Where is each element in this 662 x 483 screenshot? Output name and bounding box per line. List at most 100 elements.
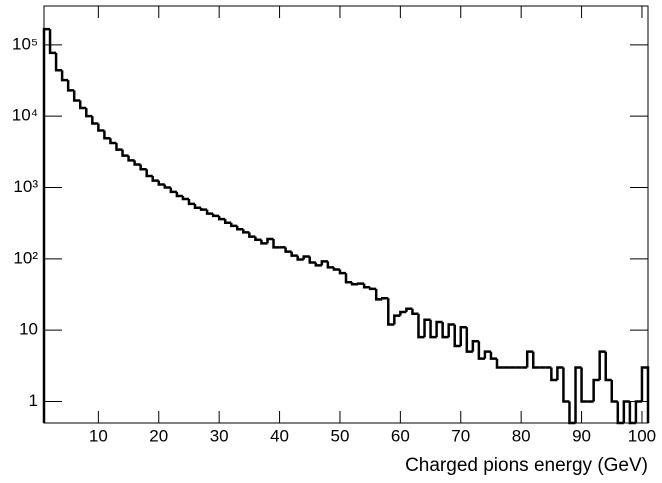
histogram-bin	[447, 323, 455, 338]
histogram-bin	[199, 207, 208, 211]
histogram-bin	[556, 366, 564, 381]
histogram-bin	[616, 401, 624, 425]
histogram-bin	[368, 287, 377, 291]
histogram-bin	[103, 130, 111, 140]
histogram-bin	[187, 198, 195, 206]
histogram-bin	[133, 160, 141, 166]
histogram-bin	[320, 260, 328, 266]
histogram-bin	[139, 164, 147, 171]
histogram-bin	[387, 298, 395, 326]
histogram-bin	[48, 29, 57, 55]
histogram-bin	[483, 350, 491, 359]
histogram-bin	[471, 339, 479, 352]
histogram-bin	[109, 138, 117, 145]
histogram-bin	[66, 80, 75, 92]
plot-frame	[43, 5, 649, 424]
histogram-bin	[308, 256, 316, 264]
histogram-bin	[272, 238, 280, 249]
histogram-bin	[423, 318, 431, 338]
histogram-bin	[314, 262, 322, 267]
histogram-bin	[78, 100, 87, 110]
histogram-bin	[163, 184, 171, 189]
histogram-bin	[435, 320, 443, 338]
histogram-bin	[489, 351, 497, 360]
y-tick-label: 10	[19, 320, 38, 339]
histogram-bin	[223, 219, 232, 225]
histogram-bin	[127, 155, 135, 162]
histogram-bin	[362, 283, 371, 289]
histogram-bin	[604, 351, 612, 382]
histogram-bin	[54, 52, 63, 72]
x-tick-label: 80	[512, 426, 531, 445]
histogram-bin	[374, 288, 383, 301]
histogram-bin	[211, 213, 220, 218]
x-tick-label: 30	[210, 426, 229, 445]
histogram-bin	[332, 267, 340, 271]
histogram-bin	[610, 380, 618, 403]
histogram-bin	[429, 319, 437, 339]
y-tick-label: 1	[29, 391, 38, 410]
histogram-bin	[284, 247, 292, 253]
histogram-bin	[157, 180, 165, 186]
x-tick-label: 10	[89, 426, 108, 445]
histogram-bin	[580, 367, 588, 403]
x-tick-label: 40	[270, 426, 289, 445]
histogram-bin	[169, 187, 177, 194]
histogram-bin	[568, 401, 576, 425]
histogram-bin	[531, 351, 540, 369]
histogram-bin	[42, 27, 51, 423]
histogram-bin	[229, 222, 238, 228]
histogram-bin	[193, 203, 202, 210]
histogram-bin	[393, 314, 401, 325]
histogram-bin	[562, 367, 570, 403]
x-tick-label: 20	[149, 426, 168, 445]
histogram-bin	[121, 149, 129, 157]
histogram-bin	[634, 400, 642, 423]
histogram-bin	[181, 196, 189, 201]
histogram-bin	[296, 255, 304, 261]
histogram-bin	[411, 308, 419, 315]
histogram-bin	[85, 108, 93, 118]
x-tick-label: 50	[330, 426, 349, 445]
histogram-bin	[405, 307, 413, 312]
histogram-bin	[417, 313, 425, 339]
x-axis-label: Charged pions energy (GeV)	[405, 455, 648, 476]
histogram-bin	[205, 209, 214, 215]
histogram-bin	[248, 232, 256, 238]
histogram-bin	[260, 239, 268, 245]
x-tick-label: 60	[391, 426, 410, 445]
histogram-bin	[628, 401, 636, 425]
histogram-bin	[495, 358, 504, 369]
histogram-bin	[640, 366, 650, 423]
histogram-bin	[60, 70, 69, 82]
y-tick-label: 10³	[13, 177, 38, 196]
histogram-bin	[380, 297, 389, 300]
histogram-bin	[242, 229, 250, 234]
histogram-bin	[254, 236, 262, 242]
x-tick-label: 100	[628, 426, 656, 445]
histogram-bin	[574, 366, 582, 423]
histogram-bin	[525, 350, 534, 368]
histogram-bin	[622, 400, 630, 423]
histogram-bin	[465, 327, 473, 353]
x-tick-label: 70	[451, 426, 470, 445]
y-tick-label: 10²	[13, 248, 38, 267]
y-tick-label: 10⁴	[12, 106, 38, 125]
histogram-bin	[236, 225, 244, 231]
histogram-bin	[97, 123, 105, 132]
histogram-bin	[592, 378, 600, 402]
histogram-bin	[453, 324, 461, 348]
histogram-bin	[338, 269, 346, 275]
histogram-bin	[290, 251, 298, 257]
histogram-bin	[550, 367, 558, 382]
histogram-bin	[459, 325, 467, 347]
x-tick-label: 90	[572, 426, 591, 445]
histogram-bin	[175, 191, 183, 198]
histogram-bin	[302, 255, 310, 260]
histogram-bin	[399, 310, 407, 316]
histogram-bin	[151, 175, 159, 182]
histogram-bin	[326, 261, 334, 269]
histogram-bin	[350, 282, 359, 286]
histogram-bin	[477, 341, 485, 360]
